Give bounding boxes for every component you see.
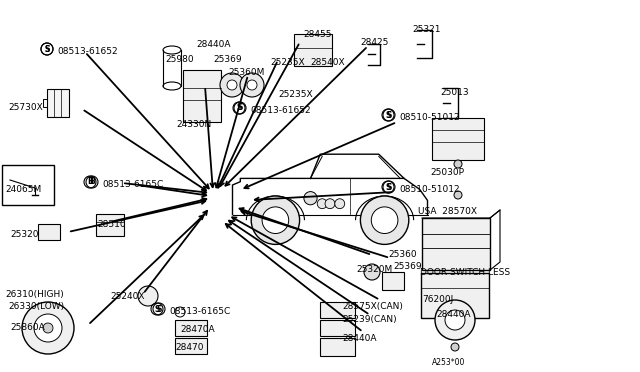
Text: 08513-6165C: 08513-6165C	[102, 180, 163, 189]
Circle shape	[371, 207, 398, 234]
Circle shape	[360, 196, 409, 244]
Text: S: S	[387, 110, 392, 119]
Text: 25235X: 25235X	[270, 58, 305, 67]
Text: 25235X: 25235X	[278, 90, 312, 99]
Text: 24065M: 24065M	[5, 185, 41, 194]
Text: 28440A: 28440A	[342, 334, 376, 343]
Circle shape	[364, 264, 380, 280]
Circle shape	[251, 196, 300, 244]
Bar	[175, 320, 207, 336]
Text: 25369: 25369	[213, 55, 242, 64]
Bar	[432, 118, 484, 160]
Text: 28575X(CAN): 28575X(CAN)	[342, 302, 403, 311]
Circle shape	[240, 73, 264, 97]
Text: 25030P: 25030P	[430, 168, 464, 177]
Bar	[320, 302, 355, 318]
Circle shape	[445, 310, 465, 330]
Text: S: S	[154, 305, 160, 314]
Text: 28470A: 28470A	[180, 325, 214, 334]
Bar	[47, 89, 69, 117]
Circle shape	[247, 80, 257, 90]
Text: 24330N: 24330N	[176, 120, 211, 129]
Text: 28540X: 28540X	[310, 58, 344, 67]
Text: 76200J: 76200J	[422, 295, 453, 304]
Text: 25240X: 25240X	[110, 292, 145, 301]
Text: 25730X: 25730X	[8, 103, 43, 112]
Text: 25320M: 25320M	[356, 265, 392, 274]
Bar	[2, 165, 54, 205]
Bar	[183, 70, 221, 122]
Circle shape	[220, 73, 244, 97]
Circle shape	[325, 199, 335, 209]
Text: 08510-51012: 08510-51012	[399, 185, 460, 194]
Text: 08513-61652: 08513-61652	[57, 47, 118, 56]
Text: A253*00: A253*00	[432, 358, 465, 367]
Text: 28440A: 28440A	[436, 310, 470, 319]
Bar	[43, 99, 47, 107]
Text: S: S	[236, 103, 242, 112]
Text: 25321: 25321	[412, 25, 440, 34]
Text: USA  28570X: USA 28570X	[418, 207, 477, 216]
Text: 28440A: 28440A	[196, 40, 230, 49]
Circle shape	[34, 314, 62, 342]
Circle shape	[335, 199, 345, 209]
Circle shape	[317, 199, 327, 209]
Circle shape	[454, 160, 462, 168]
Text: 25860A: 25860A	[10, 323, 45, 332]
Bar	[421, 273, 489, 318]
Text: S: S	[385, 110, 390, 119]
Text: 25239(CAN): 25239(CAN)	[342, 315, 397, 324]
Bar	[294, 34, 332, 66]
Circle shape	[227, 80, 237, 90]
Circle shape	[454, 191, 462, 199]
Text: S: S	[385, 183, 390, 192]
Text: 26310(HIGH): 26310(HIGH)	[5, 290, 64, 299]
Text: 08510-51012: 08510-51012	[399, 113, 460, 122]
Text: 28455: 28455	[303, 30, 332, 39]
Text: 25013: 25013	[440, 88, 468, 97]
Circle shape	[451, 343, 459, 351]
Text: 25980: 25980	[165, 55, 194, 64]
Circle shape	[138, 286, 158, 306]
Circle shape	[262, 207, 289, 234]
Text: 28510: 28510	[97, 220, 125, 229]
Text: B: B	[89, 177, 95, 186]
Bar	[320, 320, 355, 336]
Text: S: S	[156, 305, 162, 314]
Text: S: S	[44, 45, 50, 54]
Circle shape	[22, 302, 74, 354]
Bar	[96, 214, 124, 236]
Text: B: B	[87, 177, 93, 186]
Text: 28470: 28470	[175, 343, 204, 352]
Text: 26330(LOW): 26330(LOW)	[8, 302, 64, 311]
Text: 08513-6165C: 08513-6165C	[169, 307, 230, 316]
Circle shape	[304, 192, 317, 205]
Text: 25360: 25360	[388, 250, 417, 259]
Ellipse shape	[163, 82, 181, 90]
Text: 25360M: 25360M	[228, 68, 264, 77]
Bar	[422, 218, 490, 270]
Bar	[320, 338, 355, 356]
Bar	[175, 338, 207, 354]
Text: S: S	[387, 183, 392, 192]
Text: 25369: 25369	[393, 262, 422, 271]
Text: 28425: 28425	[360, 38, 388, 47]
Text: DOOR SWITCH LESS: DOOR SWITCH LESS	[420, 268, 510, 277]
Text: 08513-61652: 08513-61652	[250, 106, 310, 115]
Text: S: S	[237, 103, 243, 112]
Text: S: S	[44, 45, 50, 54]
Circle shape	[435, 300, 475, 340]
Circle shape	[43, 323, 53, 333]
Text: 25320: 25320	[10, 230, 38, 239]
Bar	[38, 224, 60, 240]
Ellipse shape	[163, 46, 181, 54]
Bar	[382, 272, 404, 290]
